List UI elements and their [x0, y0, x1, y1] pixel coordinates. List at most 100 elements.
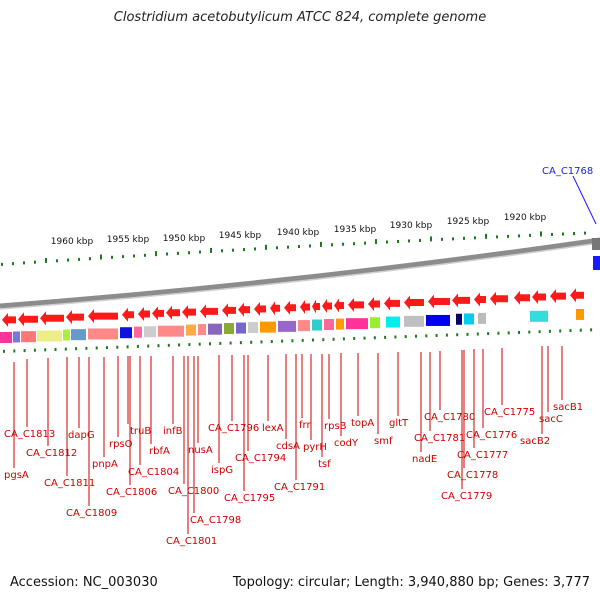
- gene-arrow[interactable]: [368, 297, 380, 312]
- gene-arrow[interactable]: [428, 294, 450, 309]
- gene-arrow[interactable]: [222, 303, 236, 318]
- feature-box[interactable]: [404, 315, 424, 327]
- feature-box[interactable]: [298, 320, 310, 332]
- feature-box[interactable]: [13, 331, 20, 343]
- gene-arrow[interactable]: [270, 301, 280, 316]
- feature-box[interactable]: [370, 317, 380, 329]
- gene-arrow[interactable]: [122, 307, 134, 322]
- gene-arrow[interactable]: [334, 298, 344, 313]
- gene-label[interactable]: CA_C1779: [441, 491, 492, 502]
- feature-box[interactable]: [120, 327, 132, 339]
- gene-label[interactable]: nadE: [412, 454, 437, 465]
- gene-label[interactable]: rpsO: [109, 439, 133, 450]
- gene-label[interactable]: CA_C1778: [447, 470, 498, 481]
- gene-arrow[interactable]: [384, 296, 400, 311]
- gene-arrow[interactable]: [514, 290, 530, 305]
- feature-box[interactable]: [426, 314, 450, 326]
- feature-box[interactable]: [576, 308, 584, 320]
- gene-arrow[interactable]: [2, 312, 16, 327]
- highlight-gene-box[interactable]: [593, 256, 600, 270]
- feature-box[interactable]: [478, 312, 486, 324]
- gene-label[interactable]: gltT: [389, 418, 409, 429]
- gene-arrow[interactable]: [66, 310, 84, 325]
- feature-box[interactable]: [158, 325, 184, 337]
- gene-label[interactable]: CA_C1781: [414, 433, 465, 444]
- gene-arrow[interactable]: [166, 305, 180, 320]
- feature-box[interactable]: [21, 331, 36, 343]
- gene-label[interactable]: CA_C1812: [26, 448, 77, 459]
- gene-arrow[interactable]: [88, 309, 118, 324]
- gene-label[interactable]: nusA: [188, 445, 213, 456]
- feature-box[interactable]: [386, 316, 400, 328]
- gene-arrow[interactable]: [152, 306, 164, 321]
- feature-box[interactable]: [186, 324, 196, 336]
- gene-label[interactable]: CA_C1811: [44, 478, 95, 489]
- feature-box[interactable]: [236, 322, 246, 334]
- gene-label[interactable]: dapG: [68, 430, 95, 441]
- gene-label[interactable]: tsf: [318, 459, 331, 470]
- feature-box[interactable]: [208, 323, 222, 335]
- gene-label[interactable]: rbfA: [149, 446, 170, 457]
- gene-label[interactable]: rpsB: [324, 421, 347, 432]
- gene-arrow[interactable]: [322, 299, 332, 314]
- gene-label[interactable]: CA_C1809: [66, 508, 117, 519]
- feature-box[interactable]: [144, 326, 156, 338]
- feature-box[interactable]: [88, 328, 118, 340]
- gene-arrow[interactable]: [238, 302, 250, 317]
- gene-arrow[interactable]: [40, 311, 64, 326]
- gene-arrow[interactable]: [452, 293, 470, 308]
- feature-box[interactable]: [37, 330, 62, 342]
- gene-label[interactable]: CA_C1776: [466, 430, 517, 441]
- gene-arrow[interactable]: [182, 305, 196, 320]
- gene-arrow[interactable]: [550, 289, 566, 304]
- feature-box[interactable]: [336, 318, 344, 330]
- gene-label[interactable]: CA_C1801: [166, 536, 217, 547]
- gene-label[interactable]: pnpA: [92, 459, 118, 470]
- gene-label[interactable]: CA_C1798: [190, 515, 241, 526]
- gene-label[interactable]: topA: [351, 418, 374, 429]
- gene-arrow[interactable]: [532, 289, 546, 304]
- gene-label[interactable]: sacB2: [520, 436, 550, 447]
- gene-label[interactable]: CA_C1794: [235, 453, 286, 464]
- gene-arrow[interactable]: [18, 312, 38, 327]
- highlight-gene[interactable]: CA_C1768: [542, 166, 600, 270]
- feature-box[interactable]: [260, 321, 276, 333]
- feature-box[interactable]: [324, 319, 334, 331]
- gene-label[interactable]: CA_C1780: [424, 412, 475, 423]
- gene-label[interactable]: ispG: [211, 465, 233, 476]
- feature-box[interactable]: [224, 323, 234, 335]
- gene-label[interactable]: codY: [334, 438, 359, 449]
- gene-label[interactable]: CA_C1796: [208, 423, 259, 434]
- gene-arrow[interactable]: [254, 301, 266, 316]
- highlight-gene-label[interactable]: CA_C1768: [542, 166, 593, 177]
- gene-arrow[interactable]: [570, 288, 584, 303]
- gene-label[interactable]: CA_C1795: [224, 493, 275, 504]
- gene-label[interactable]: pyrH: [303, 442, 327, 453]
- gene-label[interactable]: smf: [374, 436, 393, 447]
- gene-arrow[interactable]: [404, 295, 424, 310]
- gene-arrow[interactable]: [200, 304, 218, 319]
- feature-box[interactable]: [248, 322, 258, 334]
- gene-label[interactable]: CA_C1806: [106, 487, 157, 498]
- feature-box[interactable]: [63, 329, 70, 341]
- gene-label[interactable]: cdsA: [276, 441, 300, 452]
- feature-box[interactable]: [71, 329, 86, 341]
- gene-arrow[interactable]: [138, 307, 150, 322]
- feature-box[interactable]: [198, 324, 206, 336]
- feature-box[interactable]: [464, 313, 474, 325]
- gene-arrow[interactable]: [490, 291, 508, 306]
- gene-label[interactable]: sacB1: [553, 402, 583, 413]
- gene-arrow[interactable]: [348, 297, 364, 312]
- gene-label[interactable]: lexA: [262, 423, 284, 434]
- gene-arrow[interactable]: [300, 300, 310, 314]
- gene-arrow[interactable]: [474, 292, 486, 307]
- gene-label[interactable]: CA_C1813: [4, 429, 55, 440]
- feature-box[interactable]: [312, 319, 322, 331]
- feature-box[interactable]: [278, 320, 296, 332]
- feature-box[interactable]: [0, 332, 12, 343]
- feature-box[interactable]: [346, 318, 368, 330]
- gene-arrow[interactable]: [284, 300, 296, 315]
- gene-label[interactable]: truB: [130, 426, 151, 437]
- gene-label[interactable]: CA_C1775: [484, 407, 535, 418]
